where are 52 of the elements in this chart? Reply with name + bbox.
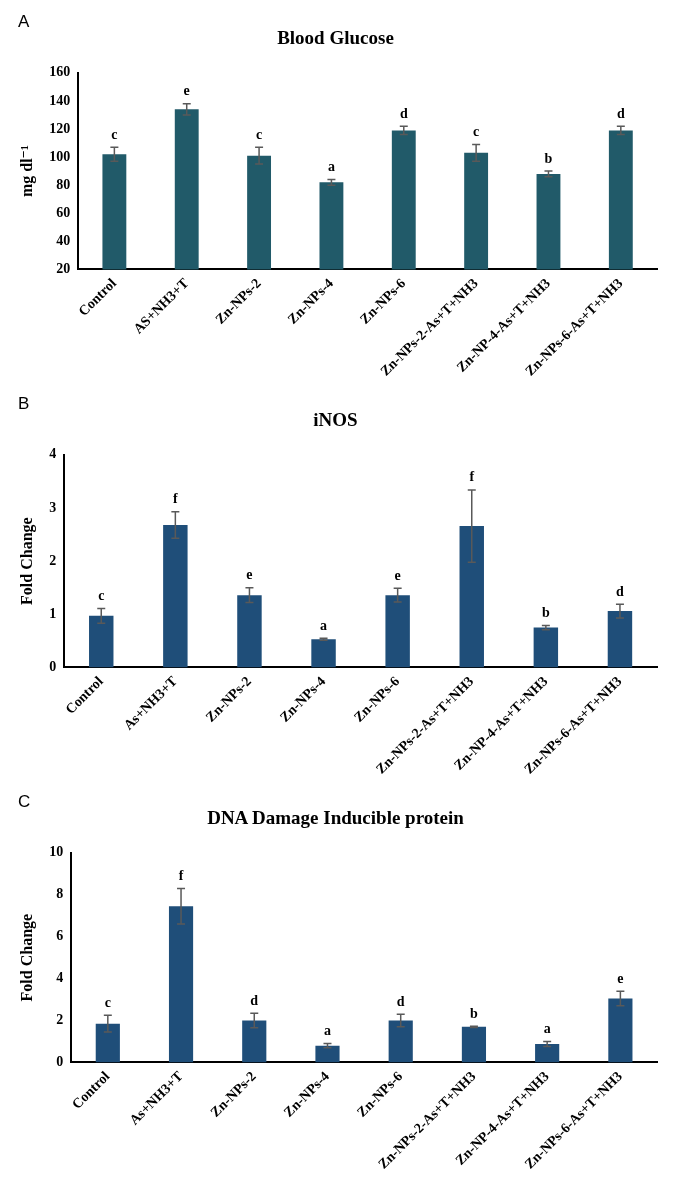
annotation: a	[543, 1021, 551, 1037]
y-tick-label: 120	[49, 120, 71, 136]
text: C	[18, 792, 31, 812]
text: A	[18, 12, 30, 32]
y-tick-label: 20	[56, 261, 71, 277]
y-tick-label: 4	[49, 446, 57, 462]
y-tick-label: 10	[49, 844, 64, 860]
annotation: e	[394, 567, 401, 583]
chart-title: Blood Glucose	[277, 27, 394, 49]
annotation: d	[396, 993, 405, 1009]
annotation: a	[327, 159, 335, 175]
y-tick-label: 0	[49, 659, 57, 675]
text: B	[18, 394, 30, 414]
annotation: d	[250, 992, 259, 1008]
y-tick-label: 0	[56, 1054, 64, 1070]
annotation: e	[246, 567, 253, 583]
annotation: c	[104, 994, 111, 1010]
annotation: d	[616, 105, 625, 121]
annotation: f	[178, 868, 184, 884]
annotation: c	[473, 124, 480, 140]
y-axis-title: Fold Change	[17, 913, 36, 1002]
annotation: f	[173, 491, 179, 507]
y-tick-label: 8	[56, 886, 64, 902]
y-tick-label: 40	[56, 232, 71, 248]
y-axis-title: mg dl⁻¹	[17, 144, 36, 198]
y-tick-label: 60	[56, 204, 71, 220]
annotation: c	[111, 126, 118, 142]
annotation: e	[617, 970, 624, 986]
y-tick-label: 140	[49, 92, 71, 108]
annotation: b	[544, 150, 553, 166]
chart-title: DNA Damage Inducible protein	[207, 807, 465, 829]
annotation: a	[320, 617, 328, 633]
annotation: f	[469, 469, 475, 485]
y-axis-title: Fold Change	[17, 517, 36, 605]
annotation: a	[323, 1023, 331, 1039]
y-tick-label: 3	[49, 499, 57, 515]
annotation: e	[183, 83, 190, 99]
annotation: d	[399, 105, 408, 121]
y-tick-label: 1	[49, 605, 57, 621]
y-tick-label: 80	[56, 176, 71, 192]
y-tick-label: 2	[56, 1012, 64, 1028]
y-tick-label: 100	[49, 148, 71, 164]
annotation: c	[98, 588, 105, 604]
y-tick-label: 160	[49, 64, 71, 80]
annotation: c	[255, 126, 263, 142]
annotation: d	[616, 583, 625, 599]
chart-title: iNOS	[313, 409, 358, 431]
y-tick-label: 6	[56, 928, 64, 944]
y-tick-label: 2	[49, 552, 57, 568]
y-tick-label: 4	[56, 970, 64, 986]
annotation: b	[470, 1005, 479, 1021]
annotation: b	[541, 605, 550, 621]
